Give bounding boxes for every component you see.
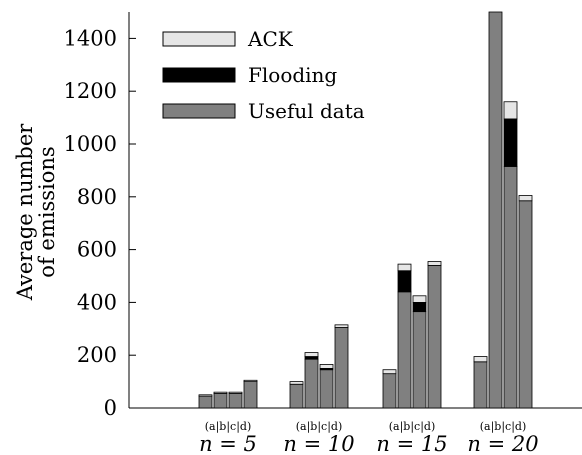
y-tick-label: 400: [77, 290, 117, 314]
bar-segment-ack: [228, 391, 243, 394]
bar-segment-useful-data: [518, 200, 533, 409]
bar-segment-flooding: [412, 301, 427, 313]
bar-segment-ack: [382, 369, 397, 375]
bar-segment-ack: [213, 391, 228, 394]
bar-segment-useful-data: [228, 393, 243, 409]
y-tick-label: 600: [77, 238, 117, 262]
y-tick-label: 0: [104, 396, 117, 420]
bars: [198, 11, 533, 409]
y-tick-label: 1400: [64, 26, 117, 50]
legend-label: Useful data: [248, 99, 365, 123]
bar-segment-useful-data: [382, 373, 397, 409]
x-group-label: n = 5: [199, 432, 257, 455]
axes: 0 200 400 600 800 1000 1200 1400: [64, 12, 582, 420]
x-sublabel: (a|b|c|d): [480, 420, 527, 434]
bar-segment-flooding: [503, 118, 518, 167]
legend-swatch: [162, 67, 236, 83]
bar-segment-useful-data: [243, 381, 258, 409]
bar-segment-useful-data: [397, 291, 412, 409]
bar-segment-flooding: [397, 270, 412, 293]
bar-segment-ack: [518, 195, 533, 202]
bar-segment-ack: [503, 101, 518, 120]
bar-segment-useful-data: [289, 383, 304, 409]
x-group-label: n = 15: [376, 432, 447, 455]
bar-segment-useful-data: [488, 11, 503, 409]
y-tick-label: 800: [77, 185, 117, 209]
x-sublabel: (a|b|c|d): [205, 420, 252, 434]
bar-segment-useful-data: [304, 358, 319, 409]
bar-segment-ack: [304, 352, 319, 357]
bar-segment-useful-data: [319, 369, 334, 409]
bar-segment-ack: [412, 295, 427, 303]
y-tick-label: 200: [77, 343, 117, 367]
x-group-label: n = 20: [467, 432, 538, 455]
y-axis-title-line-2: of emissions: [35, 146, 59, 277]
bar-segment-ack: [289, 381, 304, 385]
bar-segment-ack: [334, 324, 349, 328]
bar-segment-useful-data: [334, 327, 349, 409]
x-group-label: n = 10: [283, 432, 354, 455]
y-tick-label: 1200: [64, 79, 117, 103]
y-axis-title-line-1: Average number: [13, 123, 37, 302]
bar-segment-useful-data: [503, 166, 518, 409]
x-sublabel: (a|b|c|d): [389, 420, 436, 434]
bar-segment-ack: [198, 394, 213, 397]
bar-segment-ack: [319, 364, 334, 369]
bar-segment-ack: [397, 263, 412, 272]
legend-swatch: [162, 103, 236, 119]
y-tick-label: 1000: [64, 132, 117, 156]
bar-segment-useful-data: [198, 395, 213, 409]
bar-segment-ack: [473, 356, 488, 363]
legend-swatch: [162, 31, 236, 47]
bar-segment-useful-data: [473, 361, 488, 409]
legend: ACK Flooding Useful data: [162, 27, 365, 123]
legend-label: ACK: [247, 27, 294, 51]
legend-label: Flooding: [248, 63, 337, 87]
bar-segment-ack: [427, 261, 442, 266]
bar-segment-useful-data: [427, 265, 442, 409]
bar-segment-ack: [243, 379, 258, 382]
x-sublabel: (a|b|c|d): [296, 420, 343, 434]
bar-segment-useful-data: [213, 393, 228, 409]
bar-segment-useful-data: [412, 311, 427, 409]
